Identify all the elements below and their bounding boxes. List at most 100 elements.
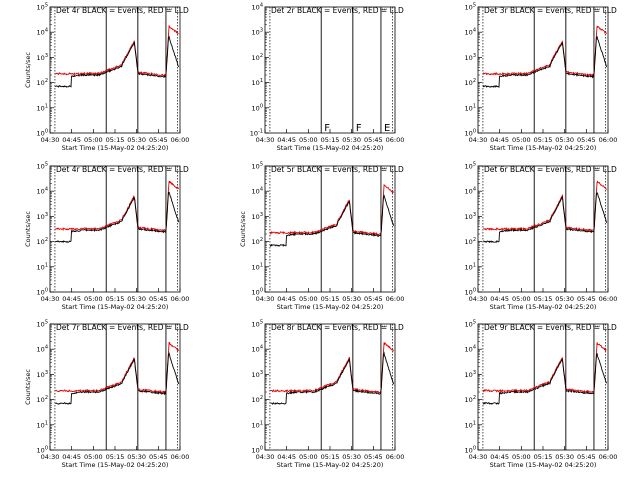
series-lld xyxy=(55,24,179,77)
marker-label: F xyxy=(356,123,362,134)
y-tick-label: 103 xyxy=(252,212,263,221)
panel-title: Det 3r BLACK = Events, RED = LLD xyxy=(484,6,617,15)
x-tick-label: 04:30 xyxy=(256,295,275,303)
x-tick-label: 05:15 xyxy=(106,295,125,303)
x-tick-label: 04:30 xyxy=(41,136,60,144)
x-tick-label: 06:00 xyxy=(171,295,190,303)
x-tick-label: 05:00 xyxy=(84,453,103,461)
x-tick-label: 04:30 xyxy=(41,453,60,461)
x-tick-label: 04:45 xyxy=(62,136,81,144)
y-tick-label: 102 xyxy=(252,237,263,246)
series-lld xyxy=(482,342,607,393)
y-axis-label: Counts/sec xyxy=(24,52,32,88)
panel-title: Det 8r BLACK = Events, RED = LLD xyxy=(271,323,404,332)
series-lld xyxy=(482,25,607,78)
y-tick-label: 104 xyxy=(252,3,263,12)
x-tick-label: 05:30 xyxy=(342,453,361,461)
x-tick-label: 05:00 xyxy=(512,295,531,303)
y-tick-label: 104 xyxy=(37,28,48,37)
y-tick-label: 104 xyxy=(465,345,476,354)
series-events xyxy=(55,35,180,88)
y-tick-label: 102 xyxy=(37,395,48,404)
x-tick-label: 04:30 xyxy=(469,136,488,144)
panel-det-4r: Det 4r BLACK = Events, RED = LLD 100 101 10… xyxy=(24,3,189,153)
y-tick-label: 100 xyxy=(37,288,48,297)
x-axis-label: Start Time (15-May-02 04:25:20) xyxy=(490,144,597,152)
x-tick-label: 04:45 xyxy=(490,136,509,144)
series-events xyxy=(482,35,608,88)
x-tick-label: 06:00 xyxy=(386,295,405,303)
y-tick-label: 105 xyxy=(252,162,263,171)
x-tick-label: 05:30 xyxy=(555,453,574,461)
panel-det-2r: Det 2r BLACK = Events, RED = LLD F F E 10-1 1… xyxy=(250,3,405,153)
y-tick-label: 104 xyxy=(252,345,263,354)
y-tick-label: 100 xyxy=(37,129,48,138)
x-tick-label: 06:00 xyxy=(599,136,618,144)
x-tick-label: 05:15 xyxy=(321,453,340,461)
y-tick-label: 101 xyxy=(37,103,48,112)
x-tick-label: 05:00 xyxy=(84,136,103,144)
x-tick-label: 06:00 xyxy=(171,136,190,144)
y-tick-label: 101 xyxy=(252,262,263,271)
y-tick-label: 100 xyxy=(465,129,476,138)
y-tick-label: 100 xyxy=(252,103,263,112)
y-tick-label: 102 xyxy=(37,78,48,87)
x-axis-label: Start Time (15-May-02 04:25:20) xyxy=(490,303,597,311)
x-axis-label: Start Time (15-May-02 04:25:20) xyxy=(277,303,384,311)
panel-det-8r: Det 8r BLACK = Events, RED = LLD 100 101 10… xyxy=(252,320,405,470)
y-tick-label: 105 xyxy=(37,3,48,12)
y-tick-label: 102 xyxy=(252,53,263,62)
y-tick-label: 102 xyxy=(37,237,48,246)
series-events xyxy=(483,192,608,244)
y-tick-label: 103 xyxy=(465,370,476,379)
x-tick-label: 05:45 xyxy=(364,295,383,303)
panel-det-6r: Det 6r BLACK = Events, RED = LLD 100 101 10… xyxy=(465,162,618,312)
x-tick-label: 04:45 xyxy=(62,453,81,461)
y-tick-label: 105 xyxy=(37,320,48,329)
plot-frame xyxy=(477,323,609,451)
y-tick-label: 103 xyxy=(252,28,263,37)
x-tick-label: 05:30 xyxy=(555,136,574,144)
y-tick-label: 101 xyxy=(465,262,476,271)
series-events xyxy=(269,194,395,248)
x-tick-label: 05:00 xyxy=(299,453,318,461)
y-tick-label: 101 xyxy=(252,78,263,87)
x-tick-label: 04:30 xyxy=(469,453,488,461)
panel-det-9r: Det 9r BLACK = Events, RED = LLD 100 101 10… xyxy=(465,320,618,470)
marker-label: E xyxy=(384,123,390,134)
y-tick-label: 100 xyxy=(465,446,476,455)
y-tick-label: 102 xyxy=(465,395,476,404)
x-axis-label: Start Time (15-May-02 04:25:20) xyxy=(277,144,384,152)
y-tick-label: 105 xyxy=(465,3,476,12)
y-tick-label: 101 xyxy=(252,420,263,429)
x-tick-label: 05:30 xyxy=(127,136,146,144)
y-tick-label: 102 xyxy=(465,237,476,246)
x-axis-label: Start Time (15-May-02 04:25:20) xyxy=(277,461,384,469)
y-tick-label: 103 xyxy=(37,212,48,221)
y-tick-label: 104 xyxy=(252,187,263,196)
y-tick-label: 102 xyxy=(465,78,476,87)
y-tick-label: 103 xyxy=(465,212,476,221)
series-events xyxy=(55,352,180,405)
x-tick-label: 04:30 xyxy=(256,136,275,144)
y-tick-label: 101 xyxy=(37,420,48,429)
x-tick-label: 05:45 xyxy=(149,295,168,303)
x-axis-label: Start Time (15-May-02 04:25:20) xyxy=(62,461,169,469)
x-tick-label: 05:45 xyxy=(149,136,168,144)
y-tick-label: 101 xyxy=(465,103,476,112)
y-tick-label: 100 xyxy=(252,446,263,455)
y-tick-label: 105 xyxy=(465,162,476,171)
x-tick-label: 05:45 xyxy=(364,453,383,461)
y-axis-label: Counts/sec xyxy=(239,211,247,247)
x-tick-label: 06:00 xyxy=(171,453,190,461)
x-tick-label: 05:45 xyxy=(149,453,168,461)
x-tick-label: 05:00 xyxy=(512,136,531,144)
panel-det-7r: Det 7r BLACK = Events, RED = LLD 100 101 10… xyxy=(24,320,189,470)
x-tick-label: 06:00 xyxy=(599,295,618,303)
panel-title: Det 4r BLACK = Events, RED = LLD xyxy=(56,6,189,15)
y-tick-label: 104 xyxy=(465,187,476,196)
panel-det-5r: Det 5r BLACK = Events, RED = LLD 100 101 10… xyxy=(239,162,404,312)
x-tick-label: 05:15 xyxy=(106,453,125,461)
x-tick-label: 05:45 xyxy=(364,136,383,144)
